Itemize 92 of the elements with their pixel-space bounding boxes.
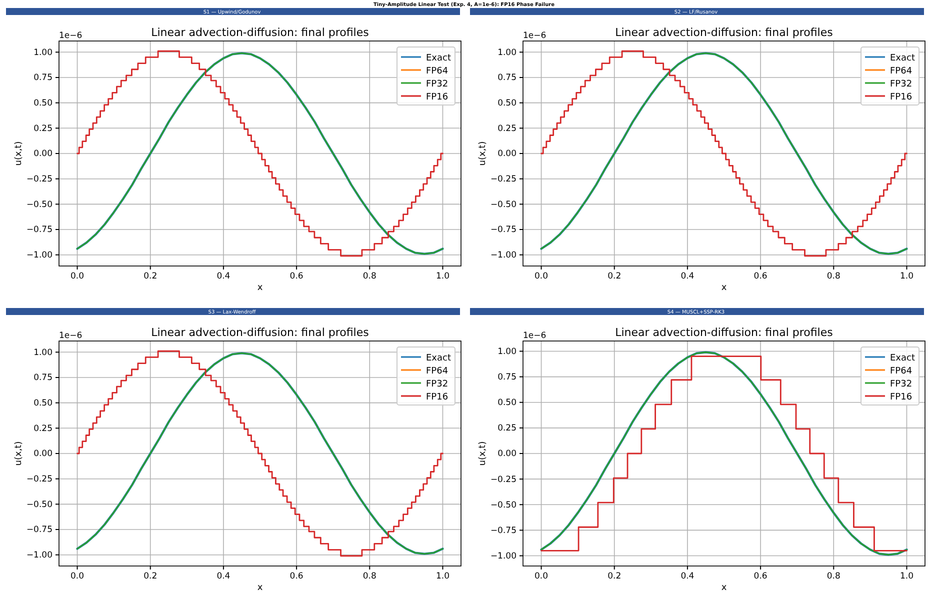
legend-label: Exact: [890, 54, 916, 64]
y-axis-title: u(x,t): [14, 441, 24, 466]
legend-label: FP32: [890, 380, 912, 390]
y-tick-label: −0.75: [26, 225, 52, 236]
y-tick-label: 0.50: [34, 98, 52, 109]
legend-label: FP64: [426, 66, 448, 76]
x-tick-label: 0.4: [216, 572, 230, 582]
x-tick-label: 0.2: [144, 572, 158, 582]
x-axis-title: x: [721, 583, 728, 593]
x-tick-label: 1.0: [436, 272, 450, 282]
y-tick-label: −0.50: [26, 500, 52, 510]
y-tick-label: 1.00: [34, 348, 52, 358]
x-axis-title: x: [257, 283, 264, 293]
x-tick-label: 0.0: [70, 272, 84, 282]
text: 1e−6: [59, 31, 82, 41]
y-tick-label: 0.75: [34, 373, 52, 384]
y-tick-label: −0.50: [490, 200, 516, 210]
y-tick-label: 0.25: [498, 124, 516, 134]
x-tick-label: 0.4: [680, 572, 694, 582]
y-tick-label: 0.00: [34, 149, 52, 160]
y-tick-label: −0.25: [490, 174, 516, 185]
x-tick-label: 0.0: [534, 572, 548, 582]
x-tick-label: 0.6: [754, 272, 768, 282]
x-tick-label: 0.6: [290, 572, 304, 582]
legend-label: FP16: [890, 392, 912, 402]
x-tick-label: 0.6: [290, 272, 304, 282]
legend-label: FP32: [426, 80, 448, 90]
x-tick-label: 0.0: [70, 572, 84, 582]
y-tick-label: 0.00: [498, 449, 516, 460]
y-tick-label: −0.75: [490, 526, 516, 536]
y-tick-label: −1.00: [490, 551, 516, 562]
x-axis-title: x: [721, 283, 728, 293]
chart-title: Linear advection-diffusion: final profiles: [615, 326, 834, 339]
x-tick-label: 1.0: [900, 272, 914, 282]
text: 1e−6: [59, 331, 82, 341]
legend-label: FP64: [890, 366, 912, 376]
x-tick-label: 0.8: [362, 572, 376, 582]
x-tick-label: 1.0: [436, 572, 450, 582]
legend-label: Exact: [890, 354, 916, 364]
x-tick-label: 0.8: [826, 572, 840, 582]
y-tick-label: 1.00: [498, 48, 516, 58]
y-tick-label: 0.00: [498, 149, 516, 160]
y-tick-label: 0.25: [34, 124, 52, 134]
x-tick-label: 0.4: [216, 272, 230, 282]
x-tick-label: 0.8: [362, 272, 376, 282]
y-axis-title: u(x,t): [478, 141, 488, 166]
legend-label: Exact: [426, 54, 452, 64]
legend-label: FP16: [890, 92, 912, 102]
y-tick-label: −0.25: [26, 474, 52, 485]
text: 1e−6: [523, 331, 546, 341]
chart-title: Linear advection-diffusion: final profiles: [615, 26, 834, 39]
x-tick-label: 0.6: [754, 572, 768, 582]
y-tick-label: −0.25: [490, 474, 516, 485]
y-tick-label: −0.50: [26, 200, 52, 210]
y-tick-label: 0.00: [34, 449, 52, 460]
y-axis-title: u(x,t): [14, 141, 24, 166]
legend-label: FP64: [426, 366, 448, 376]
legend-label: FP32: [890, 80, 912, 90]
legend-label: FP16: [426, 92, 448, 102]
y-tick-label: −1.00: [26, 550, 52, 561]
y-tick-label: −0.25: [26, 174, 52, 185]
y-axis-title: u(x,t): [478, 441, 488, 466]
y-tick-label: 0.25: [34, 424, 52, 434]
legend-label: FP64: [890, 66, 912, 76]
y-tick-label: 0.50: [34, 398, 52, 409]
y-tick-label: −1.00: [490, 250, 516, 261]
y-tick-label: 1.00: [498, 346, 516, 357]
legend-label: Exact: [426, 354, 452, 364]
y-tick-label: 0.25: [498, 424, 516, 434]
x-tick-label: 0.4: [680, 272, 694, 282]
x-axis-title: x: [257, 583, 264, 593]
x-tick-label: 0.2: [144, 272, 158, 282]
x-tick-label: 1.0: [900, 572, 914, 582]
text: 1e−6: [523, 31, 546, 41]
x-tick-label: 0.2: [608, 272, 622, 282]
chart-title: Linear advection-diffusion: final profiles: [151, 26, 370, 39]
y-tick-label: 0.50: [498, 398, 516, 408]
x-tick-label: 0.2: [608, 572, 622, 582]
chart-title: Linear advection-diffusion: final profiles: [151, 326, 370, 339]
x-tick-label: 0.8: [826, 272, 840, 282]
legend-label: FP16: [426, 392, 448, 402]
y-tick-label: 0.50: [498, 98, 516, 109]
y-tick-label: −1.00: [26, 250, 52, 261]
y-tick-label: 0.75: [498, 372, 516, 383]
y-tick-label: 0.75: [498, 73, 516, 84]
y-tick-label: −0.75: [490, 225, 516, 236]
y-tick-label: −0.75: [26, 525, 52, 536]
legend-label: FP32: [426, 380, 448, 390]
x-tick-label: 0.0: [534, 272, 548, 282]
y-tick-label: −0.50: [490, 500, 516, 510]
y-tick-label: 0.75: [34, 73, 52, 84]
y-tick-label: 1.00: [34, 48, 52, 58]
